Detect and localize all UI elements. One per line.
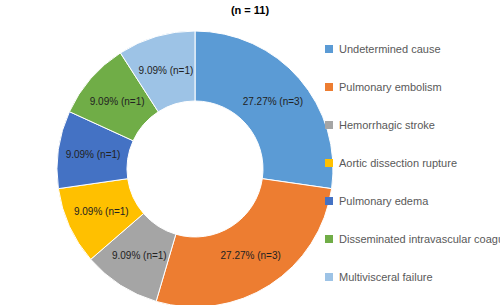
html-text:Aortic dissection rupture: Aortic dissection rupture xyxy=(339,157,457,169)
html-text:Pulmonary edema: Pulmonary edema xyxy=(339,195,429,207)
html-text:Undetermined cause: Undetermined cause xyxy=(339,43,441,55)
svg-text:27.27% (n=3): 27.27% (n=3) xyxy=(243,96,303,107)
svg-text:9.09% (n=1): 9.09% (n=1) xyxy=(139,65,194,76)
html-text:Multivisceral failure: Multivisceral failure xyxy=(339,271,433,283)
svg-text:9.09% (n=1): 9.09% (n=1) xyxy=(112,250,167,261)
svg-text:9.09% (n=1): 9.09% (n=1) xyxy=(90,96,145,107)
html-text:(n = 11): (n = 11) xyxy=(230,4,270,16)
svg-text:27.27% (n=3): 27.27% (n=3) xyxy=(221,250,281,261)
svg-text:9.09% (n=1): 9.09% (n=1) xyxy=(66,149,121,160)
html-text:Hemorrhagic stroke: Hemorrhagic stroke xyxy=(339,119,435,131)
svg-text:9.09% (n=1): 9.09% (n=1) xyxy=(74,206,129,217)
html-text:Pulmonary embolism: Pulmonary embolism xyxy=(339,81,442,93)
